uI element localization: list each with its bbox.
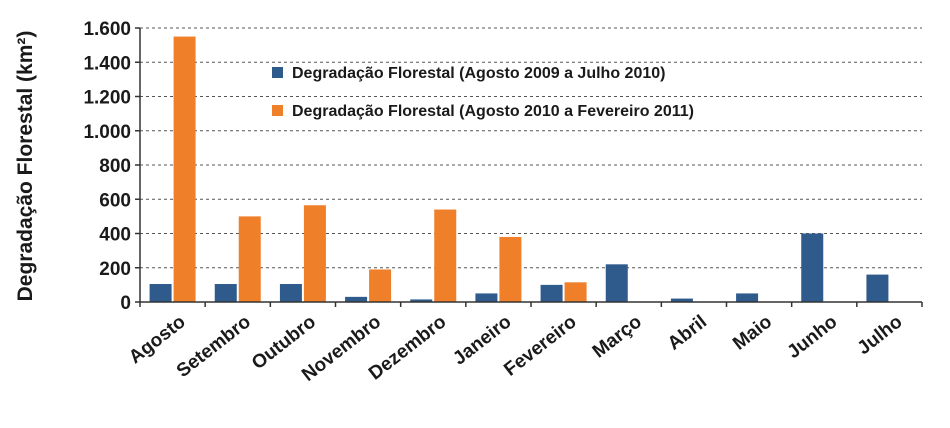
y-tick-label: 1.000	[83, 122, 131, 143]
bar-series-1-julho	[866, 274, 889, 302]
x-tick-label: Julho	[854, 311, 907, 359]
bar-series-1-janeiro	[475, 293, 498, 302]
grid-lines	[140, 27, 922, 269]
bar-series-2-setembro	[238, 216, 261, 302]
x-tick-label: Maio	[729, 311, 776, 354]
y-tick-label: 1.400	[83, 53, 131, 74]
bar-series-1-mar-o	[605, 264, 628, 302]
legend-swatch	[272, 105, 283, 116]
legend-label: Degradação Florestal (Agosto 2010 a Feve…	[292, 103, 694, 120]
y-tick-label: 1.600	[83, 19, 131, 40]
bar-series-2-fevereiro	[564, 282, 587, 302]
y-tick-label: 800	[99, 156, 131, 177]
axes	[135, 27, 923, 307]
bar-series-1-novembro	[345, 296, 368, 302]
bar-series-2-dezembro	[434, 209, 457, 302]
legend-swatch	[272, 67, 283, 78]
bar-series-1-setembro	[214, 284, 237, 302]
bars	[149, 36, 889, 302]
bar-series-2-outubro	[303, 205, 326, 302]
y-tick-label: 0	[120, 293, 131, 314]
bar-series-1-agosto	[149, 284, 172, 302]
x-tick-label: Março	[589, 311, 646, 362]
bar-series-1-fevereiro	[540, 284, 563, 302]
bar-series-1-maio	[736, 293, 759, 302]
y-axis-title: Degradação Florestal (km²)	[14, 31, 37, 302]
x-tick-label: Setembro	[173, 311, 255, 382]
legend-label: Degradação Florestal (Agosto 2009 a Julh…	[292, 65, 665, 82]
bar-series-1-abril	[670, 298, 693, 302]
y-tick-label: 600	[99, 190, 131, 211]
x-tick-label: Abril	[664, 311, 711, 354]
x-tick-label: Fevereiro	[500, 311, 580, 380]
bar-series-1-dezembro	[410, 299, 433, 302]
y-tick-label: 1.200	[83, 88, 131, 109]
y-tick-label: 400	[99, 225, 131, 246]
bar-series-1-junho	[801, 233, 824, 302]
bar-series-1-outubro	[279, 284, 302, 302]
bar-series-2-janeiro	[499, 236, 522, 302]
y-tick-labels: 0 200 400 600 800 1.000 1.200 1.400 1.600	[83, 19, 131, 314]
bar-series-2-novembro	[369, 269, 392, 302]
x-tick-label: Junho	[783, 311, 841, 363]
y-tick-label: 200	[99, 259, 131, 280]
legend: Degradação Florestal (Agosto 2009 a Julh…	[272, 65, 694, 120]
bar-series-2-agosto	[173, 36, 196, 302]
x-tick-labels: AgostoSetembroOutubroNovembroDezembroJan…	[125, 311, 906, 385]
